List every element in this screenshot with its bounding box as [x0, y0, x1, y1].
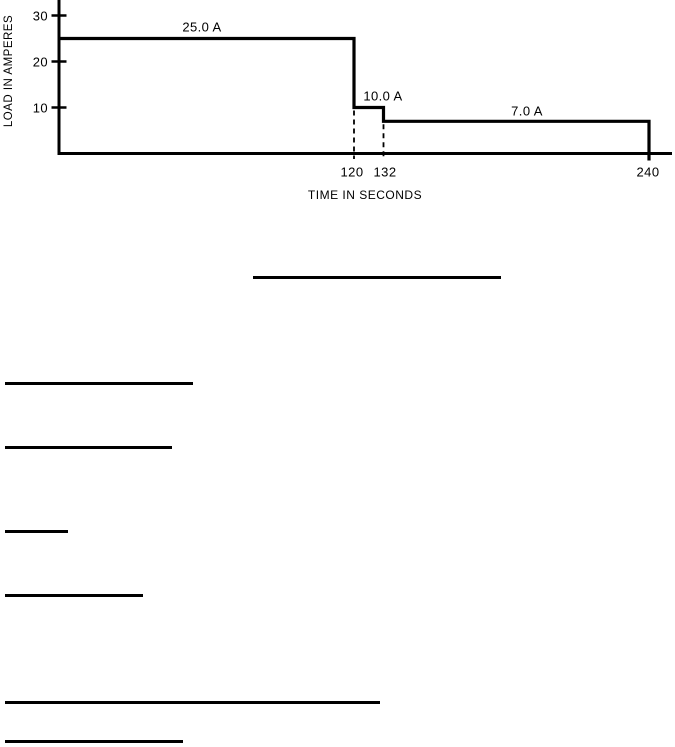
step-label-25a: 25.0 A: [182, 19, 222, 35]
answer-blank-line-3: [5, 446, 172, 449]
y-tick-label-10: 10: [32, 100, 48, 115]
answer-blank-line-5: [5, 594, 143, 597]
x-tick-label-132: 132: [373, 164, 397, 180]
answer-blank-line-2: [5, 382, 193, 385]
answer-blank-line-6: [5, 701, 380, 704]
answer-blank-line-4: [5, 530, 68, 533]
y-tick-label-20: 20: [32, 54, 48, 69]
answer-blank-line-7: [5, 740, 183, 743]
x-axis-title: TIME IN SECONDS: [307, 188, 423, 202]
answer-blank-line-1: [253, 276, 501, 279]
step-label-7a: 7.0 A: [511, 103, 543, 119]
y-tick-label-30: 30: [32, 8, 48, 23]
load-chart-canvas: [51, 0, 672, 161]
x-tick-label-240: 240: [636, 164, 660, 180]
step-label-10a: 10.0 A: [363, 88, 403, 104]
x-tick-label-120: 120: [340, 164, 364, 180]
